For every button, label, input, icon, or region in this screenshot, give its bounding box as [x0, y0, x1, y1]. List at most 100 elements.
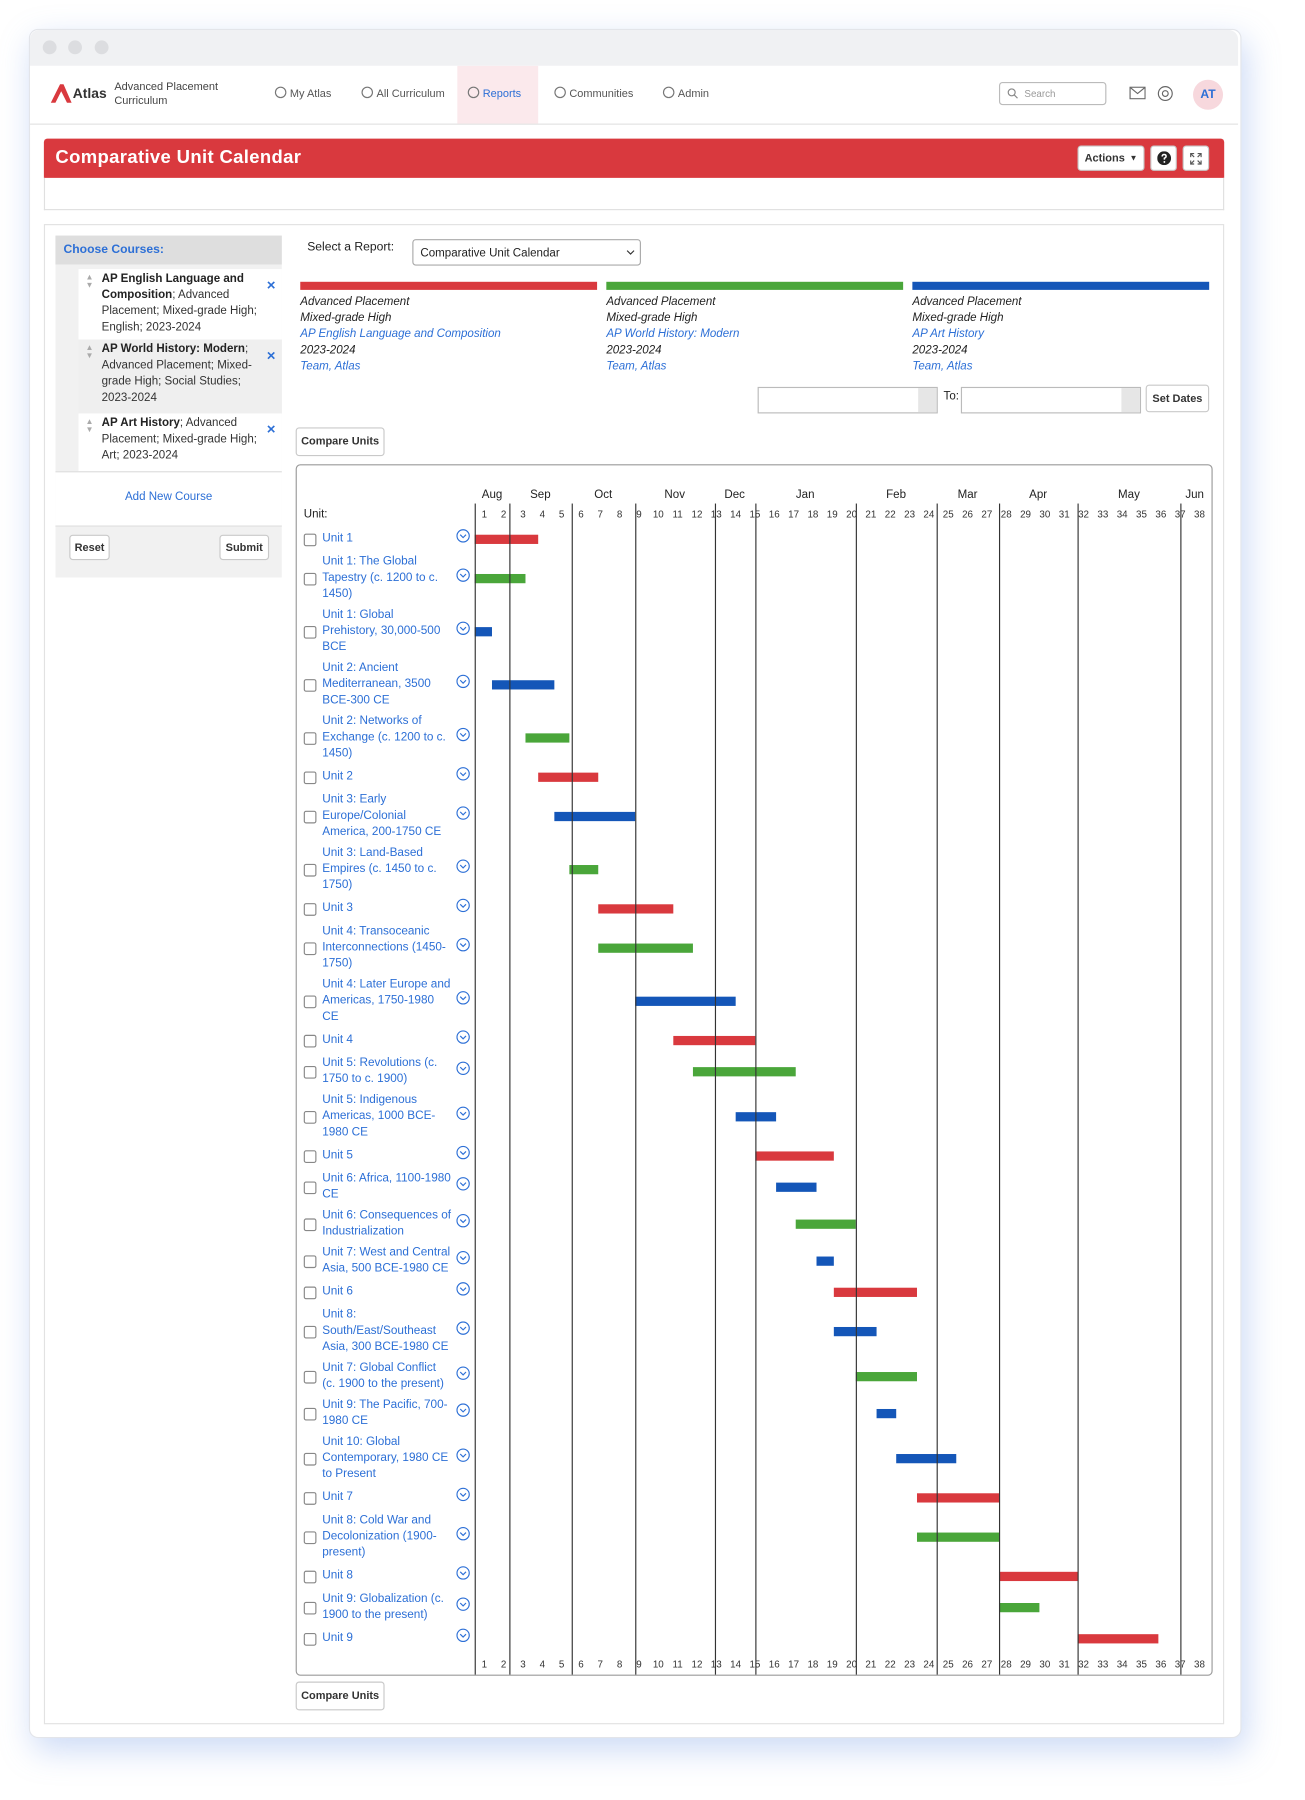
- expand-button[interactable]: [1182, 145, 1210, 171]
- calendar-button[interactable]: [918, 388, 937, 413]
- course-team[interactable]: Team, Atlas: [300, 360, 361, 374]
- unit-expand[interactable]: [456, 673, 470, 694]
- unit-expand[interactable]: [456, 620, 470, 641]
- course-name[interactable]: AP World History: Modern: [606, 327, 740, 341]
- nav-item[interactable]: My Atlas: [274, 86, 331, 100]
- reset-button[interactable]: Reset: [69, 534, 110, 561]
- course-name[interactable]: AP English Language and Composition: [300, 327, 501, 341]
- unit-checkbox[interactable]: [303, 1452, 317, 1466]
- remove-course[interactable]: ×: [266, 276, 276, 294]
- unit-link[interactable]: Unit 7: [322, 1490, 353, 1504]
- unit-link[interactable]: Unit 5: Revolutions (c. 1750 to c. 1900): [322, 1056, 438, 1086]
- unit-expand[interactable]: [456, 805, 470, 826]
- unit-expand[interactable]: [456, 1213, 470, 1234]
- unit-expand[interactable]: [456, 1627, 470, 1648]
- unit-checkbox[interactable]: [303, 1150, 317, 1163]
- unit-checkbox[interactable]: [303, 1531, 317, 1545]
- unit-link[interactable]: Unit 2: [322, 770, 353, 784]
- set-dates-button[interactable]: Set Dates: [1145, 384, 1210, 413]
- unit-checkbox[interactable]: [303, 1181, 317, 1195]
- unit-expand[interactable]: [456, 1447, 470, 1468]
- unit-link[interactable]: Unit 6: Consequences of Industrializatio…: [322, 1209, 452, 1239]
- unit-checkbox[interactable]: [303, 1633, 317, 1646]
- unit-expand[interactable]: [456, 1320, 470, 1341]
- unit-checkbox[interactable]: [303, 533, 317, 547]
- unit-expand[interactable]: [456, 1145, 470, 1166]
- unit-link[interactable]: Unit 5: Indigenous Americas, 1000 BCE-19…: [322, 1093, 436, 1139]
- unit-checkbox[interactable]: [303, 572, 317, 586]
- unit-checkbox[interactable]: [303, 1601, 317, 1615]
- unit-link[interactable]: Unit 9: [322, 1631, 353, 1645]
- submit-button[interactable]: Submit: [219, 534, 270, 561]
- unit-expand[interactable]: [456, 567, 470, 588]
- unit-expand[interactable]: [456, 1365, 470, 1386]
- unit-expand[interactable]: [456, 1565, 470, 1586]
- unit-checkbox[interactable]: [303, 1034, 317, 1048]
- unit-expand[interactable]: [456, 528, 470, 549]
- unit-checkbox[interactable]: [303, 863, 317, 877]
- course-team[interactable]: Team, Atlas: [606, 360, 667, 374]
- mail-icon[interactable]: [1129, 86, 1146, 100]
- unit-link[interactable]: Unit 4: [322, 1033, 353, 1047]
- unit-link[interactable]: Unit 3: Land-Based Empires (c. 1450 to c…: [322, 846, 437, 892]
- unit-link[interactable]: Unit 7: West and Central Asia, 500 BCE-1…: [322, 1246, 451, 1276]
- unit-expand[interactable]: [456, 1486, 470, 1507]
- unit-expand[interactable]: [456, 1250, 470, 1271]
- unit-expand[interactable]: [456, 1176, 470, 1197]
- unit-link[interactable]: Unit 10: Global Contemporary, 1980 CE to…: [322, 1435, 449, 1481]
- unit-expand[interactable]: [456, 858, 470, 879]
- unit-expand[interactable]: [456, 726, 470, 747]
- unit-checkbox[interactable]: [303, 1218, 317, 1232]
- unit-link[interactable]: Unit 4: Later Europe and Americas, 1750-…: [322, 978, 451, 1024]
- unit-checkbox[interactable]: [303, 732, 317, 745]
- add-course-link[interactable]: Add New Course: [124, 490, 213, 504]
- unit-expand[interactable]: [456, 1060, 470, 1081]
- unit-expand[interactable]: [456, 937, 470, 958]
- unit-expand[interactable]: [456, 1596, 470, 1617]
- unit-link[interactable]: Unit 7: Global Conflict (c. 1900 to the …: [322, 1361, 444, 1391]
- compare-units-button[interactable]: Compare Units: [295, 1681, 385, 1711]
- help-icon[interactable]: [1157, 85, 1173, 102]
- course-name[interactable]: AP Art History: [912, 327, 985, 341]
- actions-button[interactable]: Actions ▼: [1077, 145, 1145, 171]
- unit-checkbox[interactable]: [303, 995, 317, 1009]
- unit-link[interactable]: Unit 8: [322, 1569, 353, 1583]
- search-box[interactable]: Search: [998, 81, 1107, 106]
- unit-checkbox[interactable]: [303, 1255, 317, 1269]
- brand[interactable]: Atlas: [72, 85, 107, 102]
- unit-checkbox[interactable]: [303, 1492, 317, 1505]
- unit-checkbox[interactable]: [303, 1570, 317, 1584]
- nav-item[interactable]: Communities: [554, 86, 633, 100]
- unit-link[interactable]: Unit 9: Globalization (c. 1900 to the pr…: [322, 1592, 444, 1622]
- nav-item[interactable]: Admin: [662, 86, 709, 100]
- unit-checkbox[interactable]: [303, 679, 317, 692]
- unit-checkbox[interactable]: [303, 1370, 317, 1384]
- compare-units-button[interactable]: Compare Units: [295, 427, 385, 457]
- unit-link[interactable]: Unit 9: The Pacific, 700-1980 CE: [322, 1398, 448, 1428]
- unit-link[interactable]: Unit 5: [322, 1149, 353, 1162]
- unit-checkbox[interactable]: [303, 1065, 317, 1079]
- end-date-input[interactable]: [960, 386, 1142, 414]
- unit-link[interactable]: Unit 3: [322, 901, 353, 915]
- remove-course[interactable]: ×: [266, 420, 276, 438]
- avatar[interactable]: AT: [1193, 79, 1224, 110]
- unit-expand[interactable]: [456, 1281, 470, 1302]
- course-team[interactable]: Team, Atlas: [912, 360, 973, 374]
- unit-link[interactable]: Unit 8: South/East/Southeast Asia, 300 B…: [322, 1308, 449, 1354]
- unit-expand[interactable]: [456, 897, 470, 918]
- unit-link[interactable]: Unit 8: Cold War and Decolonization (190…: [322, 1514, 437, 1560]
- unit-checkbox[interactable]: [303, 625, 317, 639]
- unit-expand[interactable]: [456, 990, 470, 1011]
- unit-expand[interactable]: [456, 1402, 470, 1423]
- unit-expand[interactable]: [456, 766, 470, 787]
- unit-checkbox[interactable]: [303, 1407, 317, 1421]
- start-date-input[interactable]: [757, 386, 938, 414]
- unit-checkbox[interactable]: [303, 1325, 317, 1339]
- unit-link[interactable]: Unit 1: The Global Tapestry (c. 1200 to …: [322, 555, 438, 601]
- unit-checkbox[interactable]: [303, 810, 317, 824]
- unit-checkbox[interactable]: [303, 1286, 317, 1300]
- nav-item[interactable]: All Curriculum: [361, 86, 445, 100]
- help-button[interactable]: [1150, 145, 1177, 171]
- remove-course[interactable]: ×: [266, 346, 276, 364]
- nav-item[interactable]: Reports: [467, 86, 521, 100]
